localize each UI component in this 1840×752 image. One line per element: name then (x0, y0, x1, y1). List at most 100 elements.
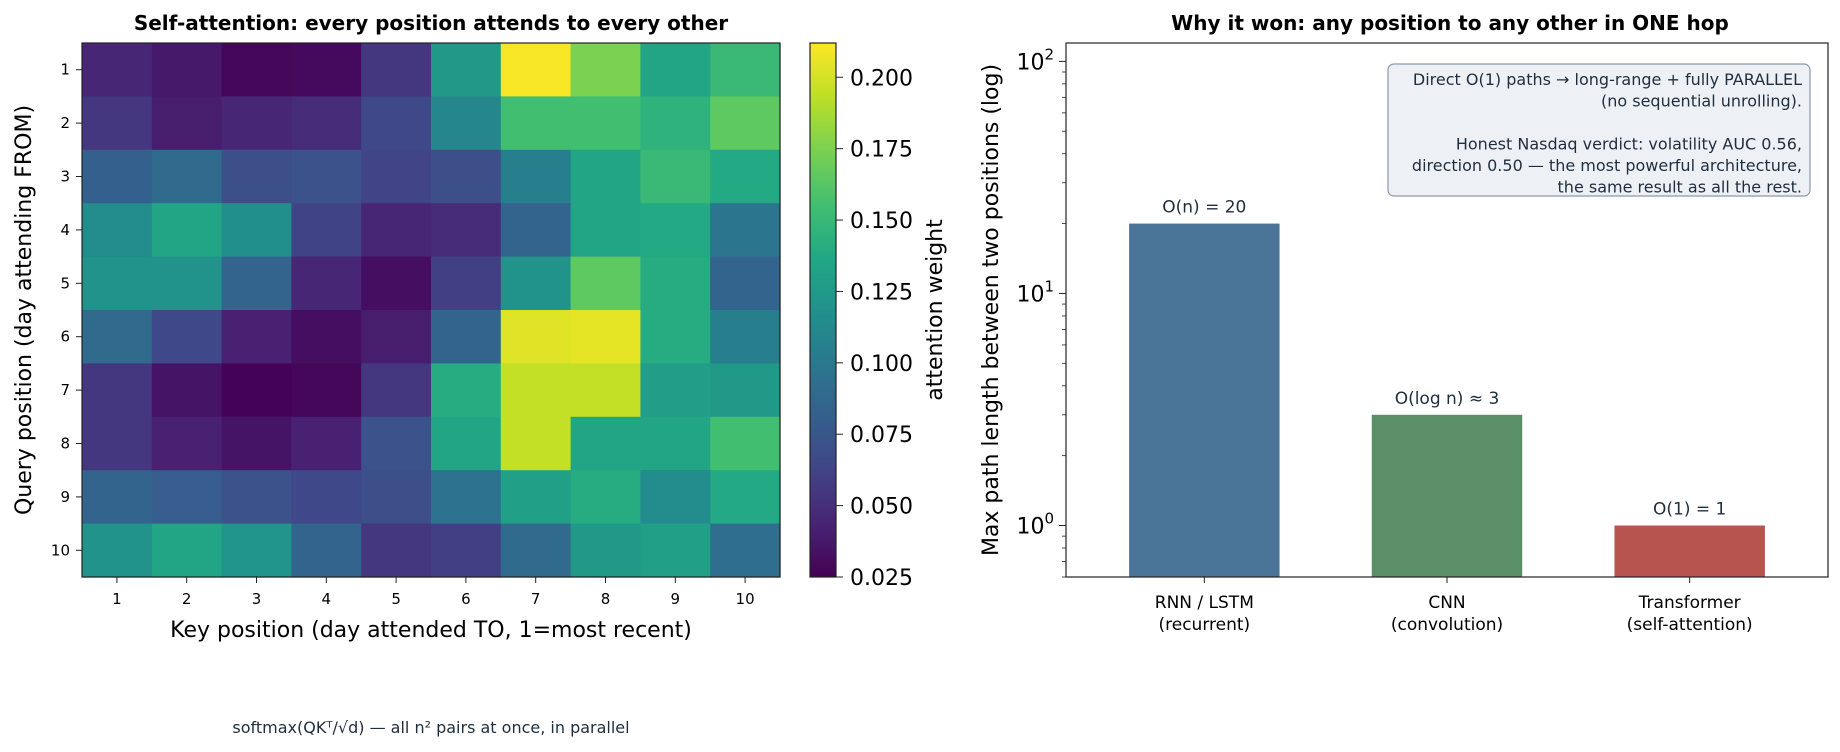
heatmap-title: Self-attention: every position attends t… (134, 11, 728, 35)
heatmap-cell (570, 470, 641, 525)
heatmap-x-tick-label: 1 (112, 590, 122, 608)
heatmap-cell (291, 470, 362, 525)
bar-value-label: O(1) = 1 (1653, 500, 1726, 520)
bar-chart-y-ticks: 100 101 102 (1016, 45, 1066, 578)
heatmap-x-tick-label: 7 (531, 590, 541, 608)
heatmap-frame (81, 42, 781, 578)
heatmap-cell (710, 256, 781, 311)
colorbar-tick-label: 0.025 (850, 566, 913, 591)
heatmap-cell (570, 256, 641, 311)
heatmap-x-label: Key position (day attended TO, 1=most re… (170, 618, 692, 643)
heatmap-cell (431, 203, 502, 258)
heatmap-cell (640, 416, 711, 471)
heatmap-cell (151, 523, 223, 578)
heatmap-cell (570, 523, 641, 578)
heatmap-cell (291, 43, 362, 97)
heatmap-cell (82, 523, 153, 578)
heatmap-cell (221, 416, 292, 471)
heatmap-cell (151, 470, 223, 525)
heatmap-x-tick-label: 6 (461, 590, 471, 608)
heatmap-y-tick-label: 4 (60, 221, 70, 239)
heatmap-cell (431, 363, 502, 418)
heatmap-cell (500, 523, 572, 578)
heatmap-x-tick-label: 3 (252, 590, 262, 608)
annotation-box-frame (1387, 63, 1811, 197)
annotation-line: Direct O(1) paths → long-range + fully P… (1413, 70, 1802, 89)
heatmap-cell (500, 256, 572, 311)
heatmap-cell (431, 310, 502, 364)
bar-chart-y-label: Max path length between two positions (l… (979, 64, 1004, 556)
heatmap-cell (570, 310, 641, 364)
bar-x-tick-label: Transformer (1638, 593, 1741, 613)
heatmap-cell (710, 363, 781, 418)
bar-chart-annotation-box: Direct O(1) paths → long-range + fully P… (1387, 63, 1811, 197)
heatmap-cell (221, 43, 292, 97)
heatmap-cell (640, 523, 711, 578)
heatmap-cell (291, 523, 362, 578)
annotation-line: direction 0.50 — the most powerful archi… (1412, 156, 1802, 175)
heatmap-cell (640, 149, 711, 204)
heatmap-cell (82, 310, 153, 364)
heatmap-cell (151, 96, 223, 151)
heatmap-cell (82, 149, 153, 204)
annotation-line: Honest Nasdaq verdict: volatility AUC 0.… (1456, 135, 1802, 154)
heatmap-cell (151, 416, 223, 471)
heatmap-cell (221, 310, 292, 364)
heatmap-cell (640, 310, 711, 364)
heatmap-cell (151, 149, 223, 204)
heatmap-cell (500, 149, 572, 204)
bar-chart-frame (1065, 42, 1829, 578)
heatmap-cell (361, 523, 432, 578)
heatmap-cell (151, 203, 223, 258)
heatmap-cell (710, 310, 781, 364)
bar-y-tick-label: 101 (1016, 277, 1054, 307)
colorbar-gradient (809, 42, 837, 578)
annotation-line: the same result as all the rest. (1558, 178, 1802, 197)
heatmap-cell (82, 470, 153, 525)
heatmap-cell (570, 416, 641, 471)
heatmap-cell (361, 43, 432, 97)
colorbar-tick-label: 0.050 (850, 495, 913, 520)
heatmap-cell (710, 149, 781, 204)
heatmap-cell (82, 256, 153, 311)
heatmap-cell (151, 310, 223, 364)
heatmap-cell (291, 96, 362, 151)
heatmap-x-tick-label: 8 (601, 590, 611, 608)
heatmap-cell (500, 43, 572, 97)
heatmap-cell (151, 43, 223, 97)
heatmap-cell (500, 96, 572, 151)
heatmap-cell (710, 43, 781, 97)
heatmap-cell (710, 203, 781, 258)
heatmap-cell (82, 43, 153, 97)
heatmap-y-tick-label: 1 (60, 61, 70, 79)
heatmap-cell (500, 416, 572, 471)
heatmap-cell (221, 363, 292, 418)
heatmap-cells (82, 43, 781, 578)
heatmap-cell (710, 470, 781, 525)
bar-chart-bars: O(n) = 20 O(log n) ≈ 3 O(1) = 1 (1129, 198, 1765, 577)
colorbar-tick-label: 0.100 (850, 352, 913, 377)
heatmap-x-tick-label: 9 (671, 590, 681, 608)
bar-chart: Why it won: any position to any other in… (979, 11, 1829, 635)
heatmap-cell (640, 470, 711, 525)
heatmap-cell (361, 149, 432, 204)
bar-x-tick-label: RNN / LSTM (1155, 593, 1254, 613)
heatmap-cell (361, 470, 432, 525)
colorbar-tick-label: 0.125 (850, 280, 913, 305)
annotation-line: (no sequential unrolling). (1601, 92, 1802, 111)
bar-y-tick-label: 100 (1016, 510, 1054, 540)
heatmap-cell (361, 416, 432, 471)
heatmap-cell (500, 363, 572, 418)
heatmap-cell (221, 149, 292, 204)
heatmap-cell (431, 256, 502, 311)
heatmap-cell (221, 96, 292, 151)
heatmap-cell (640, 96, 711, 151)
heatmap-cell (431, 416, 502, 471)
heatmap-x-tick-label: 4 (322, 590, 332, 608)
heatmap-cell (431, 470, 502, 525)
heatmap-y-tick-label: 6 (60, 328, 70, 346)
heatmap-cell (570, 363, 641, 418)
bar-y-tick-label: 102 (1016, 45, 1054, 75)
bar-value-label: O(log n) ≈ 3 (1395, 389, 1500, 409)
heatmap-cell (82, 203, 153, 258)
